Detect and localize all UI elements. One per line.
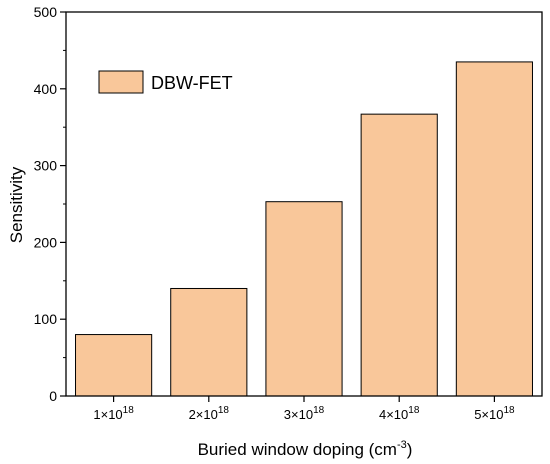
x-axis-label-main: Buried window doping (cm — [198, 440, 397, 459]
x-tick-label: 5×1018 — [474, 405, 515, 422]
y-tick-label: 300 — [34, 158, 58, 174]
legend-swatch — [98, 70, 144, 94]
bar — [75, 334, 153, 397]
y-tick-label: 500 — [34, 4, 58, 20]
y-tick-label: 0 — [49, 388, 57, 404]
bar — [455, 61, 533, 397]
bar — [265, 201, 343, 397]
x-tick-label: 1×1018 — [93, 405, 134, 422]
legend-label: DBW-FET — [151, 73, 233, 93]
plot-frame — [65, 11, 543, 397]
y-axis-ticks: 0 100 200 300 400 500 — [34, 4, 66, 404]
y-tick-label: 400 — [34, 81, 58, 97]
y-tick-label: 100 — [34, 311, 58, 327]
x-axis-ticks: 1×1018 2×1018 3×1018 4×1018 5×1018 — [93, 396, 515, 422]
bars-group — [75, 61, 533, 397]
y-tick-label: 200 — [34, 234, 58, 250]
bar — [170, 287, 248, 397]
x-axis-label-tail: ) — [407, 440, 413, 459]
y-axis-label: Sensitivity — [7, 166, 26, 243]
x-axis-label: Buried window doping (cm-3) — [198, 439, 413, 459]
x-tick-label: 2×1018 — [189, 405, 230, 422]
bar — [360, 113, 438, 397]
legend: DBW-FET — [98, 70, 233, 94]
x-tick-label: 4×1018 — [379, 405, 420, 422]
x-tick-label: 3×1018 — [284, 405, 325, 422]
x-axis-label-sup: -3 — [397, 439, 407, 451]
